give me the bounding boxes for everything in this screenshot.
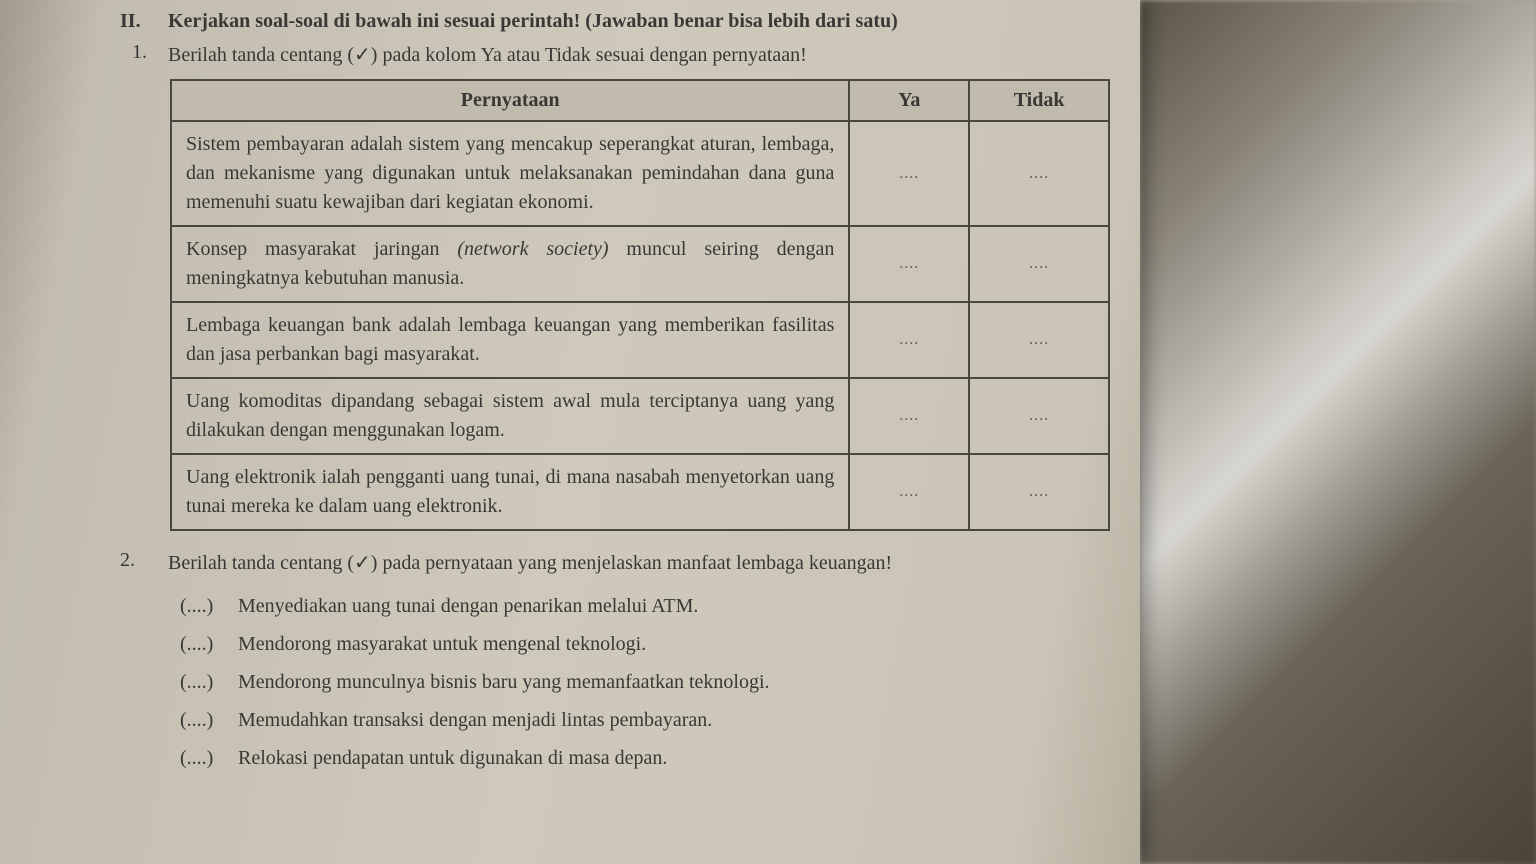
table-row: Uang elektronik ialah pengganti uang tun… [171, 454, 1109, 530]
section-header: II. Kerjakan soal-soal di bawah ini sesu… [120, 10, 1110, 33]
checkbox-paren[interactable]: (....) [180, 663, 232, 701]
statement-text-pre: Konsep masyarakat jaringan [186, 238, 457, 260]
header-ya: Ya [849, 80, 969, 121]
question-2-instruction: Berilah tanda centang (✓) pada pernyataa… [168, 549, 1110, 577]
checklist-item: (....) Menyediakan uang tunai dengan pen… [180, 587, 1110, 625]
checklist-item: (....) Memudahkan transaksi dengan menja… [180, 701, 1110, 739]
statement-cell: Konsep masyarakat jaringan (network soci… [171, 226, 849, 302]
checklist-text: Mendorong munculnya bisnis baru yang mem… [238, 663, 770, 701]
tidak-cell[interactable]: .... [969, 302, 1109, 378]
checklist-item: (....) Mendorong munculnya bisnis baru y… [180, 663, 1110, 701]
checkbox-paren[interactable]: (....) [180, 701, 232, 739]
tidak-cell[interactable]: .... [969, 226, 1109, 302]
checklist: (....) Menyediakan uang tunai dengan pen… [180, 587, 1110, 777]
table-row: Lembaga keuangan bank adalah lembaga keu… [171, 302, 1109, 378]
checklist-text: Relokasi pendapatan untuk digunakan di m… [238, 739, 667, 777]
textbook-page: II. Kerjakan soal-soal di bawah ini sesu… [0, 0, 1140, 864]
section-title: Kerjakan soal-soal di bawah ini sesuai p… [168, 10, 1110, 33]
statement-table: Pernyataan Ya Tidak Sistem pembayaran ad… [170, 79, 1110, 531]
statement-cell: Sistem pembayaran adalah sistem yang men… [171, 121, 849, 226]
checkbox-paren[interactable]: (....) [180, 587, 232, 625]
table-row: Konsep masyarakat jaringan (network soci… [171, 226, 1109, 302]
question-2: 2. Berilah tanda centang (✓) pada pernya… [120, 549, 1110, 577]
question-2-number: 2. [120, 549, 150, 577]
tidak-cell[interactable]: .... [969, 121, 1109, 226]
statement-text-italic: (network society) [457, 238, 608, 260]
ya-cell[interactable]: .... [849, 121, 969, 226]
checkbox-paren[interactable]: (....) [180, 625, 232, 663]
tidak-cell[interactable]: .... [969, 454, 1109, 530]
ya-cell[interactable]: .... [849, 378, 969, 454]
table-header-row: Pernyataan Ya Tidak [171, 80, 1109, 121]
checklist-text: Menyediakan uang tunai dengan penarikan … [238, 587, 698, 625]
ya-cell[interactable]: .... [849, 302, 969, 378]
background-surface [1140, 0, 1536, 864]
header-statement: Pernyataan [171, 80, 849, 121]
ya-cell[interactable]: .... [849, 454, 969, 530]
question-1-number: 1. [120, 41, 150, 69]
statement-cell: Lembaga keuangan bank adalah lembaga keu… [171, 302, 849, 378]
table-row: Uang komoditas dipandang sebagai sistem … [171, 378, 1109, 454]
header-tidak: Tidak [969, 80, 1109, 121]
tidak-cell[interactable]: .... [969, 378, 1109, 454]
checklist-item: (....) Relokasi pendapatan untuk digunak… [180, 739, 1110, 777]
section-number: II. [120, 10, 150, 33]
checklist-item: (....) Mendorong masyarakat untuk mengen… [180, 625, 1110, 663]
checklist-text: Mendorong masyarakat untuk mengenal tekn… [238, 625, 646, 663]
checkbox-paren[interactable]: (....) [180, 739, 232, 777]
table-row: Sistem pembayaran adalah sistem yang men… [171, 121, 1109, 226]
ya-cell[interactable]: .... [849, 226, 969, 302]
statement-cell: Uang elektronik ialah pengganti uang tun… [171, 454, 849, 530]
checklist-text: Memudahkan transaksi dengan menjadi lint… [238, 701, 712, 739]
question-1: 1. Berilah tanda centang (✓) pada kolom … [120, 41, 1110, 69]
question-1-instruction: Berilah tanda centang (✓) pada kolom Ya … [168, 41, 1110, 69]
statement-cell: Uang komoditas dipandang sebagai sistem … [171, 378, 849, 454]
